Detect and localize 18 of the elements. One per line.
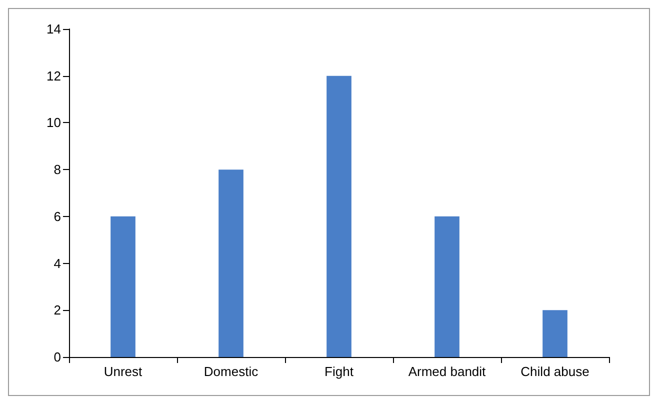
- x-tick-label: Domestic: [204, 364, 259, 379]
- bar: [110, 216, 136, 357]
- bar: [542, 310, 568, 357]
- y-tick-label: 8: [54, 162, 61, 178]
- x-tick-label: Unrest: [104, 364, 143, 379]
- y-tick-label: 12: [46, 68, 61, 84]
- bar: [434, 216, 460, 357]
- y-tick-label: 14: [46, 22, 61, 36]
- y-tick-label: 10: [46, 115, 61, 130]
- y-tick-label: 4: [54, 256, 61, 271]
- y-tick-label: 0: [54, 350, 61, 364]
- bar: [326, 76, 352, 357]
- x-tick-label: Armed bandit: [408, 364, 486, 379]
- y-tick-label: 2: [54, 302, 61, 318]
- bar: [218, 170, 244, 357]
- x-tick-label: Child abuse: [520, 364, 590, 379]
- y-tick-label: 6: [54, 208, 61, 224]
- x-tick-label: Fight: [324, 364, 354, 379]
